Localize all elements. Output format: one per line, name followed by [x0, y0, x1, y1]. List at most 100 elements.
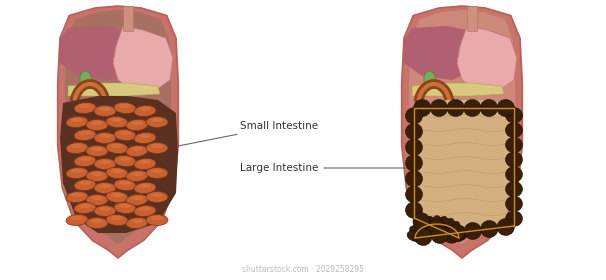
Ellipse shape — [414, 221, 427, 237]
Ellipse shape — [114, 155, 136, 167]
Ellipse shape — [449, 226, 464, 239]
Ellipse shape — [119, 181, 131, 185]
Ellipse shape — [146, 167, 168, 179]
Ellipse shape — [438, 216, 448, 233]
Polygon shape — [409, 10, 515, 244]
Ellipse shape — [139, 207, 151, 211]
Ellipse shape — [79, 131, 91, 135]
Ellipse shape — [405, 186, 422, 203]
Ellipse shape — [428, 220, 445, 237]
Ellipse shape — [505, 196, 522, 212]
Ellipse shape — [94, 206, 116, 216]
Ellipse shape — [114, 179, 136, 191]
Ellipse shape — [94, 132, 116, 144]
Ellipse shape — [111, 216, 123, 220]
Ellipse shape — [405, 155, 422, 171]
Ellipse shape — [151, 216, 163, 220]
Ellipse shape — [71, 118, 83, 122]
Ellipse shape — [450, 230, 467, 242]
Ellipse shape — [146, 143, 168, 153]
Ellipse shape — [405, 139, 422, 155]
Ellipse shape — [94, 158, 116, 169]
Ellipse shape — [413, 213, 430, 230]
Ellipse shape — [99, 207, 111, 211]
Ellipse shape — [131, 219, 143, 223]
Ellipse shape — [131, 196, 143, 200]
Ellipse shape — [151, 193, 163, 197]
Ellipse shape — [119, 157, 131, 161]
Ellipse shape — [86, 171, 108, 181]
Ellipse shape — [151, 118, 163, 122]
Ellipse shape — [134, 206, 156, 216]
Ellipse shape — [131, 121, 143, 125]
Bar — [467, 6, 477, 31]
Ellipse shape — [74, 179, 96, 191]
Ellipse shape — [505, 152, 522, 167]
Ellipse shape — [497, 99, 514, 116]
Ellipse shape — [114, 129, 136, 141]
Ellipse shape — [66, 116, 88, 128]
Ellipse shape — [111, 144, 123, 148]
Ellipse shape — [79, 157, 91, 161]
Ellipse shape — [139, 160, 151, 164]
Ellipse shape — [66, 167, 88, 179]
Ellipse shape — [114, 102, 136, 114]
Ellipse shape — [80, 71, 92, 89]
Ellipse shape — [405, 123, 422, 140]
Ellipse shape — [79, 181, 91, 185]
Ellipse shape — [114, 202, 136, 214]
Ellipse shape — [119, 104, 131, 108]
Ellipse shape — [134, 183, 156, 193]
Text: Small Intestine: Small Intestine — [171, 121, 318, 148]
Ellipse shape — [443, 218, 454, 235]
Ellipse shape — [134, 132, 156, 144]
Ellipse shape — [134, 106, 156, 116]
Ellipse shape — [415, 228, 432, 246]
Ellipse shape — [99, 160, 111, 164]
Polygon shape — [404, 26, 467, 80]
Text: shutterstock.com · 2029258295: shutterstock.com · 2029258295 — [242, 265, 364, 274]
Ellipse shape — [443, 226, 460, 243]
Ellipse shape — [71, 193, 83, 197]
Ellipse shape — [139, 184, 151, 188]
Ellipse shape — [430, 99, 448, 116]
Text: Large Intestine: Large Intestine — [240, 163, 411, 173]
Ellipse shape — [481, 220, 498, 237]
Ellipse shape — [66, 192, 88, 202]
Ellipse shape — [419, 218, 431, 235]
Ellipse shape — [66, 214, 88, 226]
Ellipse shape — [146, 192, 168, 202]
Ellipse shape — [410, 226, 425, 239]
Ellipse shape — [91, 219, 103, 223]
Ellipse shape — [505, 108, 522, 123]
Ellipse shape — [94, 106, 116, 116]
Ellipse shape — [126, 120, 148, 130]
Ellipse shape — [431, 227, 448, 244]
Ellipse shape — [413, 99, 431, 116]
Ellipse shape — [126, 194, 148, 206]
Ellipse shape — [91, 121, 103, 125]
Ellipse shape — [151, 144, 163, 148]
Ellipse shape — [111, 169, 123, 173]
Ellipse shape — [94, 183, 116, 193]
Ellipse shape — [71, 144, 83, 148]
Ellipse shape — [119, 131, 131, 135]
Ellipse shape — [480, 99, 498, 116]
Ellipse shape — [505, 137, 522, 153]
Polygon shape — [60, 96, 178, 233]
Ellipse shape — [134, 158, 156, 170]
Ellipse shape — [405, 202, 422, 218]
Ellipse shape — [111, 193, 123, 197]
Ellipse shape — [505, 211, 522, 226]
Ellipse shape — [131, 172, 143, 176]
Ellipse shape — [71, 216, 83, 220]
Ellipse shape — [74, 155, 96, 167]
Polygon shape — [68, 83, 160, 96]
Ellipse shape — [119, 204, 131, 208]
Ellipse shape — [424, 71, 436, 89]
Ellipse shape — [447, 99, 464, 116]
Ellipse shape — [405, 108, 422, 124]
Ellipse shape — [464, 99, 481, 116]
Ellipse shape — [74, 202, 96, 214]
Ellipse shape — [74, 102, 96, 114]
